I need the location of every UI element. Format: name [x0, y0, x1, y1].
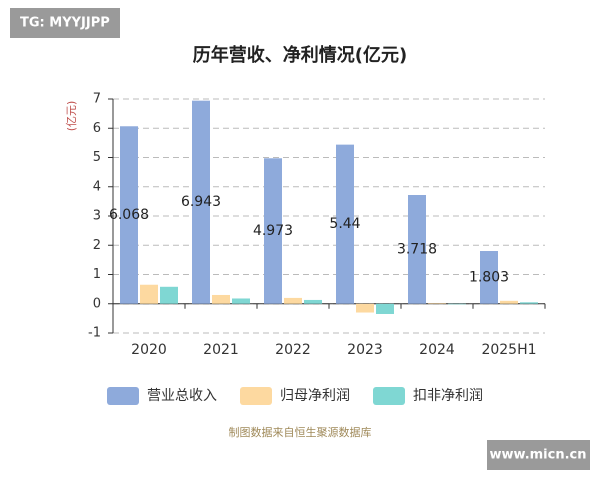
data-label: 6.943 [181, 194, 221, 210]
y-tick-label: -1 [88, 326, 101, 341]
bar [140, 284, 158, 304]
x-tick-label: 2024 [419, 342, 455, 358]
bar [376, 303, 394, 314]
y-tick-label: 1 [93, 267, 101, 282]
legend-label[interactable]: 归母净利润 [280, 387, 350, 404]
watermark-box [10, 8, 120, 38]
bar [336, 144, 354, 304]
watermark: TG: MYYJJPP [20, 16, 110, 31]
y-axis-label: (亿元) [65, 101, 78, 132]
x-tick-label: 2023 [347, 342, 383, 358]
bar [480, 251, 498, 304]
bar [284, 297, 302, 304]
bar [520, 302, 538, 304]
watermark-box [487, 440, 590, 470]
bar [500, 300, 518, 304]
bar [448, 303, 466, 305]
data-label: 4.973 [253, 223, 293, 239]
bar [304, 299, 322, 304]
legend-swatch[interactable] [107, 387, 139, 405]
data-label: 5.44 [329, 216, 360, 232]
bar [212, 294, 230, 304]
y-tick-label: 6 [93, 121, 101, 136]
legend-swatch[interactable] [373, 387, 405, 405]
y-tick-label: 5 [93, 150, 101, 165]
x-tick-label: 2021 [203, 342, 239, 358]
y-tick-label: 0 [93, 296, 101, 311]
source-note: 制图数据来自恒生聚源数据库 [229, 425, 372, 439]
y-tick-label: 3 [93, 209, 101, 224]
data-label: 3.718 [397, 241, 437, 257]
bar [120, 126, 138, 304]
x-tick-label: 2020 [131, 342, 167, 358]
data-label: 6.068 [109, 207, 149, 223]
bar [264, 158, 282, 304]
legend-swatch[interactable] [240, 387, 272, 405]
bar [428, 303, 446, 304]
y-tick-label: 7 [93, 92, 101, 107]
x-tick-label: 2022 [275, 342, 311, 358]
x-tick-label: 2025H1 [481, 342, 536, 358]
bar [232, 298, 250, 304]
bar [160, 286, 178, 304]
watermark: www.micn.cn [490, 448, 587, 463]
y-tick-label: 4 [93, 179, 101, 194]
legend-label[interactable]: 扣非净利润 [413, 388, 483, 404]
data-label: 1.803 [469, 269, 509, 285]
y-tick-label: 2 [93, 238, 101, 253]
chart-title: 历年营收、净利情况(亿元) [193, 44, 407, 66]
bar [192, 100, 210, 304]
legend-label[interactable]: 营业总收入 [147, 388, 217, 404]
bar [408, 194, 426, 304]
bar [356, 303, 374, 313]
